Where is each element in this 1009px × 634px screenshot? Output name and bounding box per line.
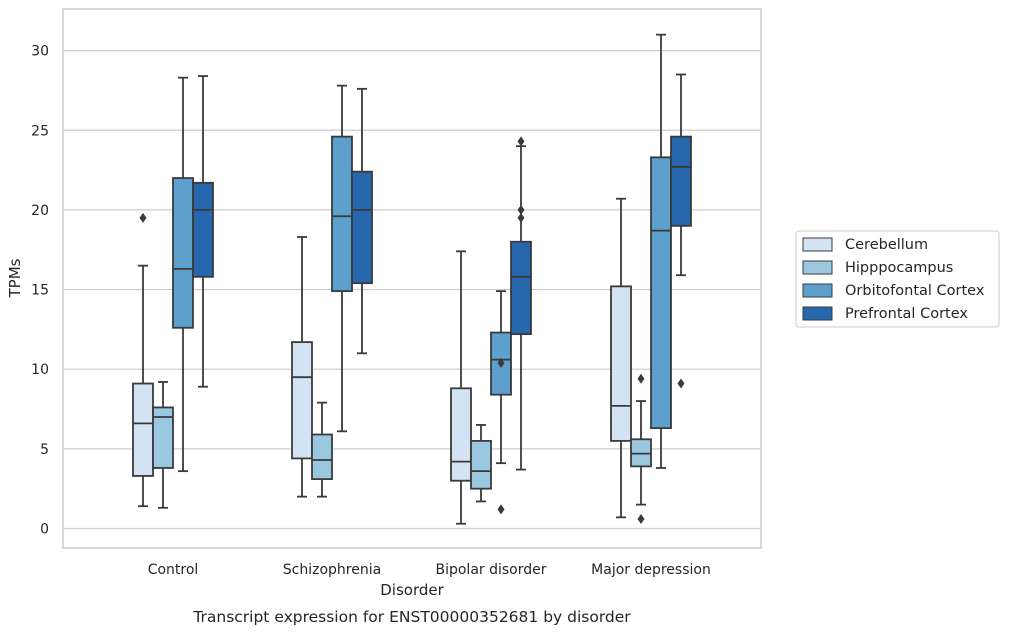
box-iqr xyxy=(670,135,692,227)
outlier-point xyxy=(637,513,645,524)
outlier-point xyxy=(677,378,685,389)
legend-frame xyxy=(795,230,1000,328)
box-1-2 xyxy=(331,84,353,433)
x-axis-label: Disorder xyxy=(380,581,444,599)
box-3-3 xyxy=(670,73,692,389)
legend-item: Cerebellum xyxy=(802,237,928,253)
outlier-point xyxy=(637,373,645,384)
x-tick-label: Control xyxy=(148,562,199,578)
box-1-3 xyxy=(351,87,373,355)
x-tick-label: Schizophrenia xyxy=(283,562,381,578)
box-0-2 xyxy=(172,76,194,473)
box-0-1 xyxy=(152,381,174,509)
legend-label: Prefrontal Cortex xyxy=(845,306,968,322)
box-iqr xyxy=(450,387,472,482)
box-0-3 xyxy=(192,75,214,388)
box-2-0 xyxy=(450,250,472,525)
box-iqr xyxy=(470,439,492,490)
box-2-3 xyxy=(510,136,532,471)
legend-label: Cerebellum xyxy=(845,237,928,253)
box-0-0 xyxy=(132,212,154,508)
outlier-point xyxy=(497,357,505,368)
legend-swatch xyxy=(802,283,833,298)
legend-swatch xyxy=(802,237,833,252)
outlier-point xyxy=(497,504,505,515)
y-tick-label: 20 xyxy=(31,203,49,219)
legend: Cerebellum Hipppocampus Orbitofontal Corte… xyxy=(795,230,1000,328)
x-tick-label: Major depression xyxy=(591,562,711,578)
outlier-point xyxy=(517,136,525,147)
y-axis-label: TPMs xyxy=(6,258,24,298)
y-tick-label: 0 xyxy=(40,522,49,538)
box-iqr xyxy=(172,177,194,329)
box-iqr xyxy=(510,240,532,336)
box-iqr xyxy=(331,135,353,293)
box-iqr xyxy=(291,341,313,460)
y-tick-labels: 0 5 10 15 20 25 30 xyxy=(31,44,49,538)
y-tick-label: 25 xyxy=(31,123,49,139)
legend-swatch xyxy=(802,306,833,321)
box-3-1 xyxy=(630,373,652,524)
y-tick-label: 10 xyxy=(31,362,49,378)
box-iqr xyxy=(311,433,333,481)
legend-label: Orbitofontal Cortex xyxy=(845,283,985,299)
box-2-1 xyxy=(470,424,492,503)
legend-swatch xyxy=(802,260,833,275)
legend-item: Prefrontal Cortex xyxy=(802,306,968,322)
outlier-point xyxy=(517,212,525,223)
box-iqr xyxy=(132,382,154,477)
box-3-0 xyxy=(610,197,632,519)
outlier-point xyxy=(517,204,525,215)
legend-item: Orbitofontal Cortex xyxy=(802,283,985,299)
x-tick-labels: Control Schizophrenia Bipolar disorder Majo… xyxy=(148,562,711,578)
box-iqr xyxy=(650,156,672,430)
y-tick-label: 5 xyxy=(40,442,49,458)
box-1-1 xyxy=(311,401,333,498)
box-iqr xyxy=(192,181,214,278)
legend-item: Hipppocampus xyxy=(802,260,953,276)
outlier-point xyxy=(139,212,147,223)
box-2-2 xyxy=(490,290,512,515)
figure-caption: Transcript expression for ENST0000035268… xyxy=(192,608,631,626)
box-1-0 xyxy=(291,236,313,498)
plot-frame xyxy=(62,8,762,549)
box-layer xyxy=(132,33,692,525)
legend-label: Hipppocampus xyxy=(845,260,953,276)
box-iqr xyxy=(152,406,174,469)
y-tick-label: 15 xyxy=(31,283,49,299)
box-3-2 xyxy=(650,33,672,469)
y-tick-label: 30 xyxy=(31,44,49,60)
box-iqr xyxy=(351,170,373,285)
x-tick-label: Bipolar disorder xyxy=(435,562,546,578)
box-iqr xyxy=(610,285,632,442)
